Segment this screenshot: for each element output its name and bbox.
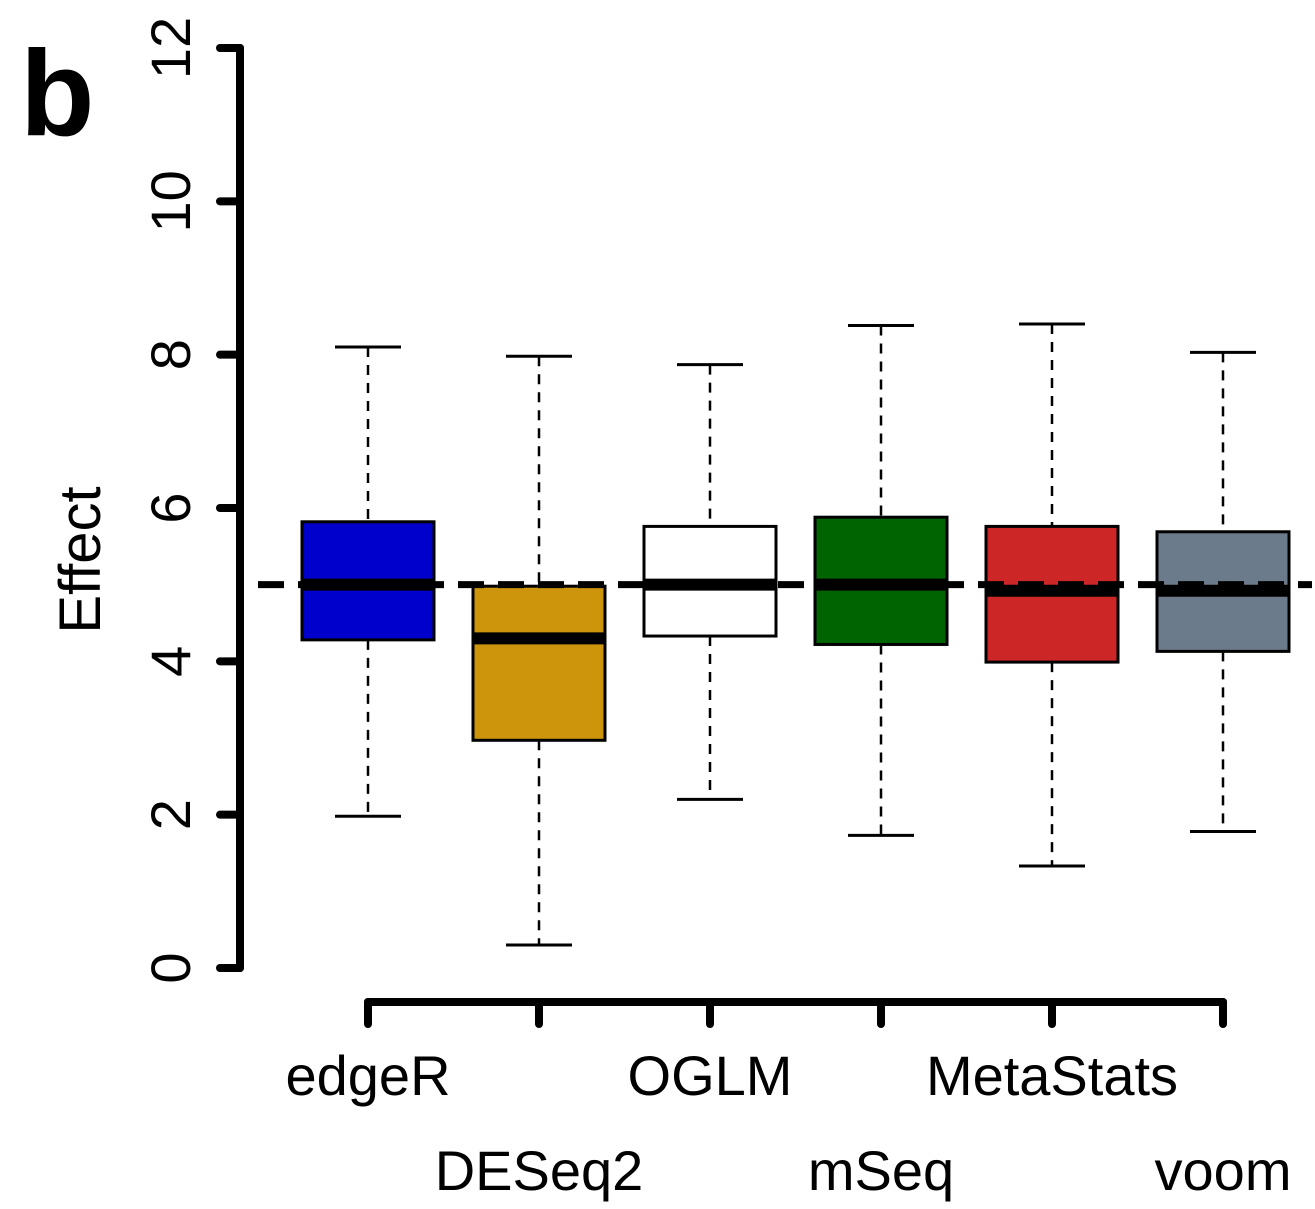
y-tick-label: 8 (139, 339, 202, 370)
y-tick-label: 6 (139, 492, 202, 523)
y-axis-label: Effect (48, 486, 113, 633)
x-tick-label: DESeq2 (435, 1139, 644, 1202)
boxes (300, 322, 1291, 947)
y-tick-label: 0 (139, 952, 202, 983)
y-tick-label: 2 (139, 799, 202, 830)
x-tick-label: OGLM (628, 1044, 793, 1107)
y-tick-label: 12 (139, 17, 202, 79)
x-tick-label: mSeq (808, 1139, 954, 1202)
box-deseq2 (471, 354, 607, 947)
x-tick-label: MetaStats (926, 1044, 1178, 1107)
box-metastats (984, 322, 1120, 868)
x-tick-label: edgeR (285, 1044, 450, 1107)
box-rect (471, 584, 607, 742)
box-voom (1155, 350, 1291, 834)
box-mseq (813, 324, 949, 837)
x-tick-label: voom (1155, 1139, 1292, 1202)
y-tick-label: 4 (139, 646, 202, 677)
panel-label: b (20, 25, 95, 161)
y-tick-label: 10 (139, 170, 202, 232)
